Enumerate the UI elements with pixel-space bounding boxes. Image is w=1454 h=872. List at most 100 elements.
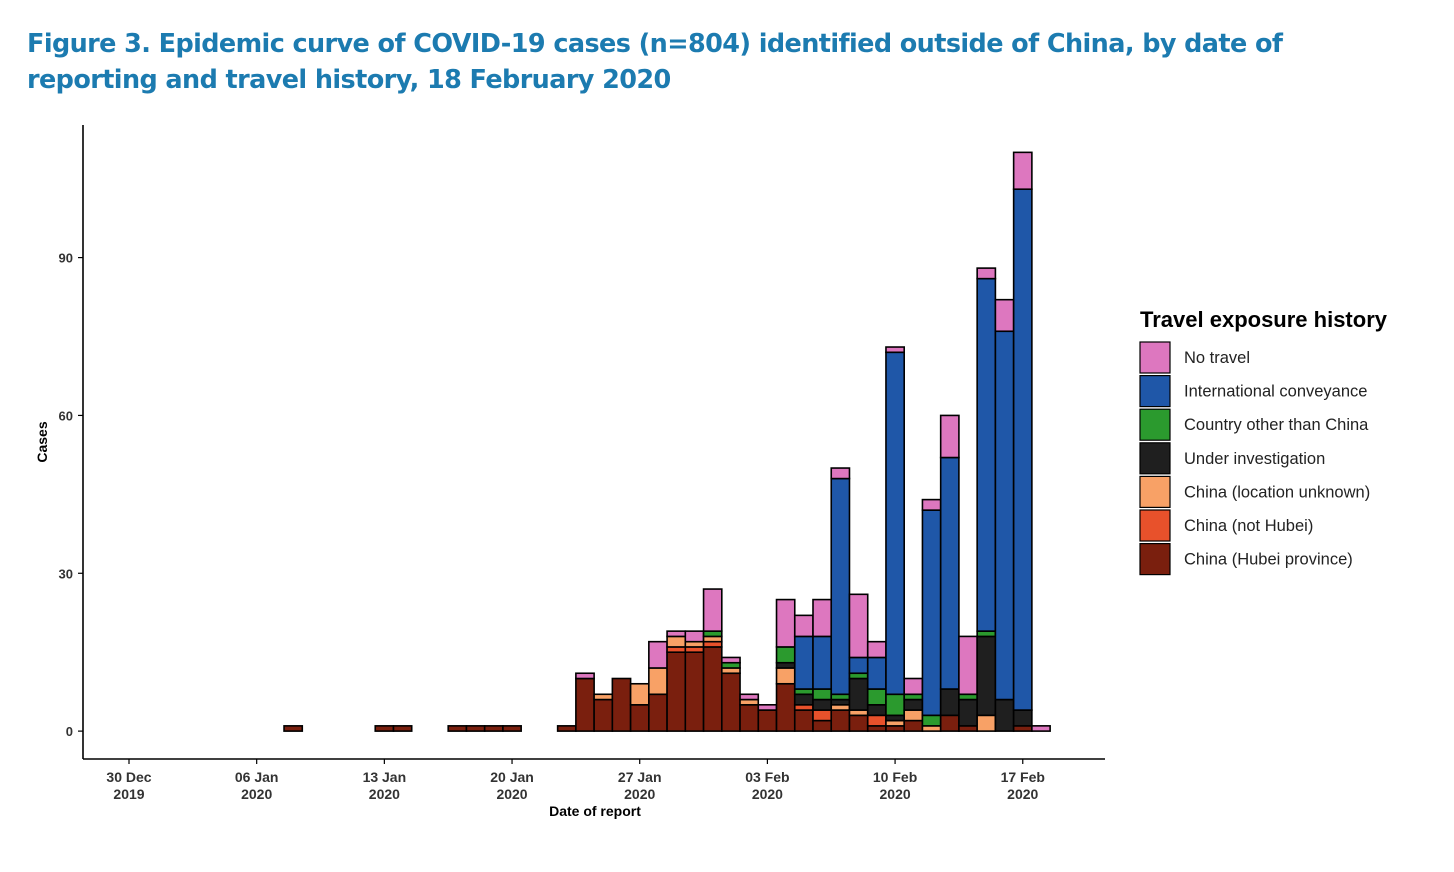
bar-segment bbox=[885, 693, 906, 717]
bar-segment bbox=[939, 414, 960, 459]
bar-segment bbox=[757, 709, 778, 732]
bar-segment bbox=[830, 709, 851, 732]
bar-segment bbox=[666, 635, 687, 648]
bar-segment bbox=[1012, 709, 1033, 727]
bar-segment bbox=[1012, 188, 1033, 711]
bar-segment bbox=[903, 719, 924, 732]
bar-segment bbox=[1031, 725, 1051, 732]
bar-segment bbox=[903, 677, 924, 696]
bar-segment bbox=[812, 709, 833, 722]
bar-segment bbox=[848, 656, 869, 675]
bar-segment bbox=[447, 725, 468, 732]
bar-segment bbox=[666, 651, 687, 732]
bar-segment bbox=[629, 704, 650, 732]
bar-segment bbox=[994, 698, 1015, 732]
bar-segment bbox=[866, 688, 887, 706]
legend-label: Country other than China bbox=[1184, 416, 1369, 434]
bar-segment bbox=[812, 688, 833, 701]
bar-segment bbox=[812, 635, 833, 690]
bar-segment bbox=[483, 725, 504, 732]
legend-swatch bbox=[1139, 542, 1171, 576]
bar-segment bbox=[866, 714, 887, 727]
bar-segment bbox=[739, 704, 760, 732]
legend-swatch bbox=[1139, 475, 1171, 508]
bar-segment bbox=[702, 646, 723, 732]
y-axis-label: Cases bbox=[34, 421, 50, 462]
y-tick-label: 60 bbox=[59, 408, 73, 423]
bar-segment bbox=[976, 714, 997, 732]
x-tick-label: 27 Jan 2020 bbox=[618, 769, 662, 802]
bar-segment bbox=[866, 704, 887, 717]
bar-segment bbox=[921, 509, 942, 717]
bar-segment bbox=[739, 693, 760, 701]
bar-segment bbox=[976, 277, 997, 632]
bar-segment bbox=[465, 725, 486, 732]
legend-title: Travel exposure history bbox=[1140, 307, 1388, 332]
legend-swatch bbox=[1139, 341, 1171, 374]
bar-segment bbox=[848, 593, 869, 659]
bar-segment bbox=[684, 651, 705, 732]
bar-segment bbox=[939, 456, 960, 690]
bar-segment bbox=[903, 698, 924, 711]
legend-label: China (location unknown) bbox=[1184, 483, 1370, 501]
legend-swatch bbox=[1139, 375, 1171, 408]
legend-label: China (not Hubei) bbox=[1184, 517, 1313, 535]
bar-segment bbox=[812, 719, 833, 732]
y-tick-label: 30 bbox=[59, 566, 73, 581]
bar-segment bbox=[593, 698, 614, 732]
legend-label: No travel bbox=[1184, 349, 1250, 367]
bar-segment bbox=[866, 656, 887, 690]
bar-segment bbox=[976, 267, 997, 280]
x-tick-label: 20 Jan 2020 bbox=[490, 769, 534, 802]
bar-segment bbox=[775, 682, 796, 732]
bar-segment bbox=[666, 630, 687, 638]
bar-segment bbox=[958, 635, 978, 696]
bar-segment bbox=[775, 667, 796, 685]
bar-segment bbox=[648, 640, 668, 669]
bar-segment bbox=[775, 646, 796, 664]
bar-segment bbox=[720, 656, 741, 664]
bar-segment bbox=[793, 693, 814, 706]
x-tick-label: 13 Jan 2020 bbox=[363, 769, 407, 802]
bar-segment bbox=[921, 714, 942, 727]
x-tick-label: 06 Jan 2020 bbox=[235, 769, 279, 802]
bar-segment bbox=[648, 667, 668, 696]
bar-segment bbox=[793, 614, 814, 638]
bar-segment bbox=[593, 693, 614, 701]
bar-segment bbox=[648, 693, 668, 732]
bar-segment bbox=[283, 725, 304, 732]
bar-segment bbox=[848, 714, 869, 732]
x-axis-label: Date of report bbox=[549, 803, 641, 819]
x-tick-label: 30 Dec 2019 bbox=[106, 769, 151, 802]
bar-segment bbox=[885, 351, 906, 696]
bar-segment bbox=[921, 498, 942, 511]
legend-label: China (Hubei province) bbox=[1184, 551, 1353, 569]
bar-segment bbox=[994, 330, 1015, 701]
legend-swatch bbox=[1139, 442, 1171, 475]
bar-segment bbox=[684, 630, 705, 643]
bar-segment bbox=[958, 698, 978, 727]
bar-segment bbox=[793, 635, 814, 690]
x-tick-label: 17 Feb 2020 bbox=[1001, 769, 1045, 802]
bar-segment bbox=[994, 298, 1015, 333]
bar-segment bbox=[939, 688, 960, 717]
y-tick-label: 90 bbox=[59, 251, 73, 266]
bar-segment bbox=[629, 682, 650, 706]
bar-segment bbox=[885, 346, 906, 354]
bar-segment bbox=[720, 672, 741, 732]
bar-segment bbox=[575, 672, 595, 680]
bar-segment bbox=[830, 467, 851, 480]
legend-label: Under investigation bbox=[1184, 450, 1325, 468]
y-tick-label: 0 bbox=[66, 724, 73, 739]
chart-title: Figure 3. Epidemic curve of COVID-19 cas… bbox=[27, 29, 1283, 95]
bar-segment bbox=[575, 677, 595, 732]
x-tick-label: 03 Feb 2020 bbox=[745, 769, 789, 802]
legend-swatch bbox=[1139, 509, 1171, 542]
bar-segment bbox=[702, 588, 723, 632]
bar-segment bbox=[976, 635, 997, 717]
bar-segment bbox=[1012, 151, 1033, 190]
x-tick-label: 10 Feb 2020 bbox=[873, 769, 917, 802]
bar-segment bbox=[939, 714, 960, 732]
bar-segment bbox=[903, 709, 924, 722]
